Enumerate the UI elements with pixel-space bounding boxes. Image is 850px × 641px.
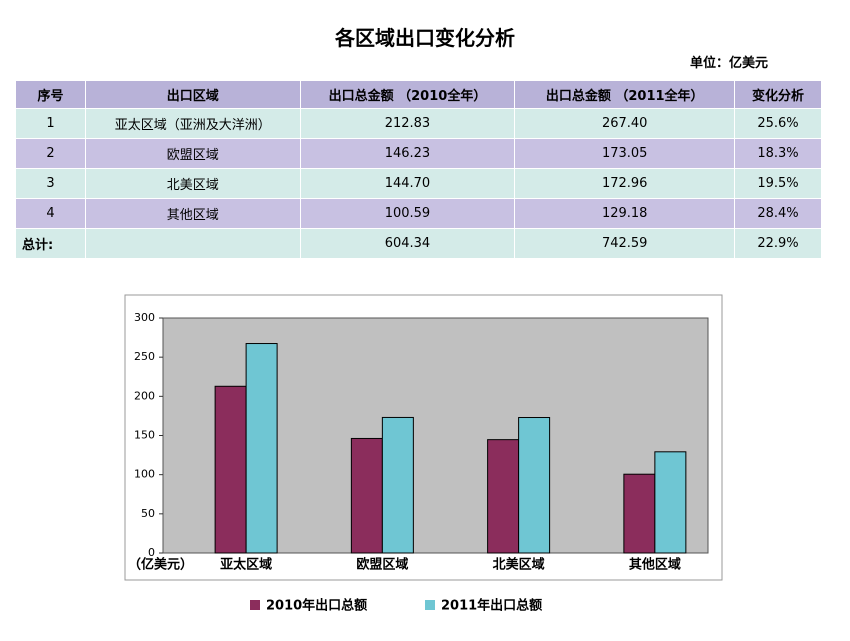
table-cell: 129.18	[514, 198, 736, 229]
bar	[518, 417, 551, 554]
y-tick-label: 250	[134, 350, 155, 363]
bar	[381, 416, 414, 554]
legend-swatch	[425, 600, 435, 610]
bar	[623, 473, 656, 554]
bar	[654, 451, 687, 554]
table-cell: 25.6%	[734, 108, 822, 139]
table-cell: 144.70	[299, 168, 516, 199]
table-row: 2 欧盟区域 146.23 173.05 18.3%	[15, 138, 822, 169]
y-unit-label: （亿美元）	[128, 557, 193, 573]
bar	[245, 343, 278, 554]
table-cell: 总计:	[15, 228, 86, 259]
table-cell: 2	[15, 138, 86, 169]
table-cell	[84, 228, 301, 259]
y-tick-label: 0	[148, 546, 155, 559]
table-cell: 其他区域	[84, 198, 301, 229]
bar	[214, 385, 247, 554]
legend-label: 2011年出口总额	[441, 598, 542, 614]
table: 序号 出口区域 出口总金额 （2010全年） 出口总金额 （2011全年） 变化分析 1 亚…	[15, 80, 822, 259]
table-cell: 4	[15, 198, 86, 229]
y-tick-label: 150	[134, 429, 155, 442]
y-tick-label: 200	[134, 389, 155, 402]
table-cell: 18.3%	[734, 138, 822, 169]
table-cell: 267.40	[514, 108, 736, 139]
x-tick-label: 亚太区域	[220, 557, 272, 573]
y-tick-label: 50	[141, 507, 155, 520]
table-row: 总计: 604.34 742.59 22.9%	[15, 228, 822, 259]
bar	[487, 439, 520, 554]
table-cell: 亚太区域（亚洲及大洋洲）	[84, 108, 301, 139]
y-tick-label: 300	[134, 311, 155, 324]
table-row: 4 其他区域 100.59 129.18 28.4%	[15, 198, 822, 229]
x-tick-label: 其他区域	[629, 557, 681, 573]
unit: 单位：亿美元	[690, 56, 769, 71]
bar	[350, 437, 383, 554]
table-row: 序号 出口区域 出口总金额 （2010全年） 出口总金额 （2011全年） 变化分析	[15, 80, 822, 109]
legend-swatch	[250, 600, 260, 610]
legend-label: 2010年出口总额	[266, 598, 367, 614]
table-cell: 变化分析	[734, 80, 822, 109]
table-cell: 1	[15, 108, 86, 139]
table-cell: 28.4%	[734, 198, 822, 229]
table-cell: 22.9%	[734, 228, 822, 259]
table-cell: 172.96	[514, 168, 736, 199]
table-cell: 173.05	[514, 138, 736, 169]
table-cell: 604.34	[299, 228, 516, 259]
table-cell: 欧盟区域	[84, 138, 301, 169]
table-cell: 出口总金额 （2010全年）	[299, 80, 516, 109]
table-cell: 100.59	[299, 198, 516, 229]
y-tick-label: 100	[134, 468, 155, 481]
table-cell: 146.23	[299, 138, 516, 169]
x-tick-label: 北美区域	[493, 557, 545, 573]
table-cell: 序号	[15, 80, 86, 109]
table-cell: 出口总金额 （2011全年）	[514, 80, 736, 109]
x-tick-label: 欧盟区域	[356, 557, 408, 573]
title: 各区域出口变化分析	[335, 26, 515, 50]
